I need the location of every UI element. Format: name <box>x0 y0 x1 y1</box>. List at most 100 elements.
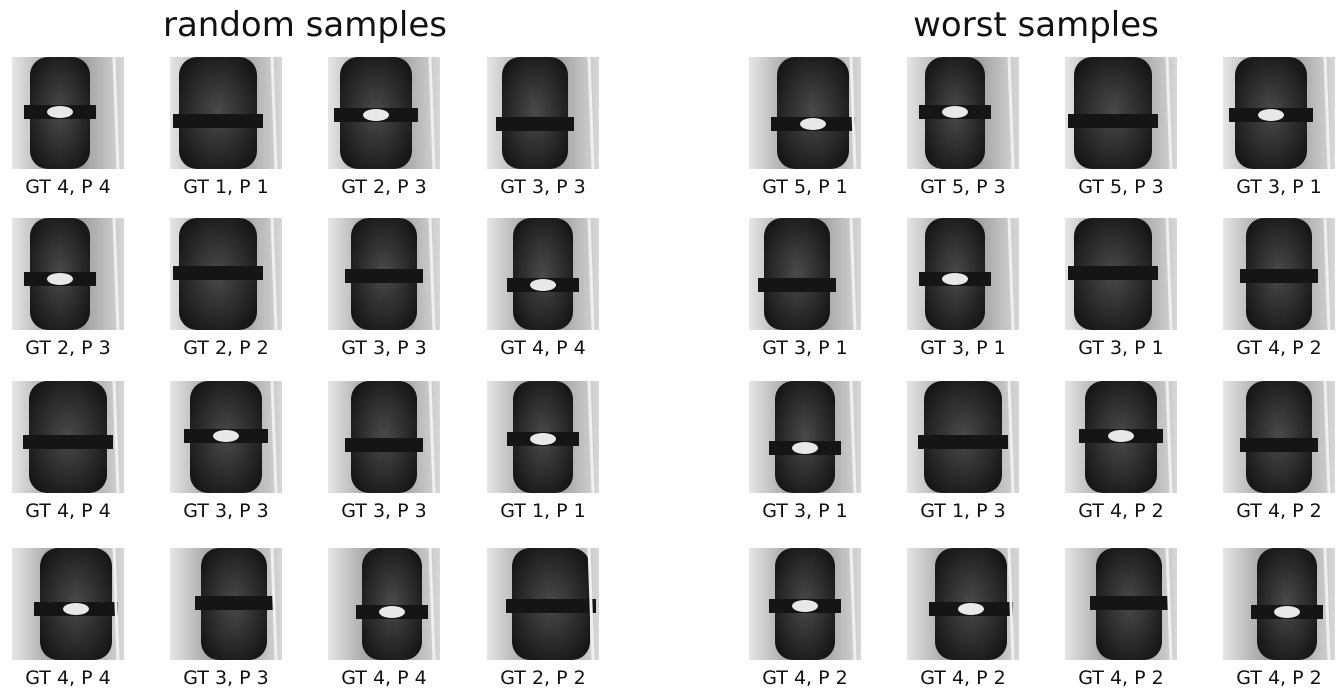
edge <box>112 217 120 331</box>
joint <box>1090 596 1168 610</box>
sample-image <box>907 217 1019 331</box>
joint <box>195 596 273 610</box>
caption: GT 4, P 2 <box>1236 500 1321 522</box>
edge <box>112 56 120 170</box>
edge <box>849 547 857 661</box>
sample-image <box>487 56 599 170</box>
lesion <box>379 606 405 618</box>
caption: GT 4, P 4 <box>25 500 110 522</box>
sample-image <box>170 56 282 170</box>
caption: GT 3, P 1 <box>1078 337 1163 359</box>
caption: GT 3, P 3 <box>183 667 268 689</box>
sample-image <box>1065 547 1177 661</box>
edge <box>1323 547 1331 661</box>
caption: GT 4, P 2 <box>1078 667 1163 689</box>
sample-image <box>487 380 599 494</box>
sample-image <box>328 56 440 170</box>
sample-image <box>328 380 440 494</box>
caption: GT 5, P 3 <box>920 176 1005 198</box>
lesion <box>942 106 968 118</box>
edge <box>428 547 436 661</box>
panel-title: random samples <box>163 5 447 45</box>
caption: GT 1, P 1 <box>183 176 268 198</box>
edge <box>1323 56 1331 170</box>
caption: GT 4, P 4 <box>341 667 426 689</box>
sample-image <box>907 547 1019 661</box>
caption: GT 3, P 3 <box>341 500 426 522</box>
lesion <box>942 273 968 285</box>
sample-image <box>1065 380 1177 494</box>
edge <box>849 56 857 170</box>
lesion <box>530 279 556 291</box>
edge <box>270 56 278 170</box>
joint <box>1240 269 1318 283</box>
sample-image <box>1223 217 1335 331</box>
bone <box>1257 548 1317 660</box>
sample-image <box>1065 56 1177 170</box>
sample-image <box>170 380 282 494</box>
joint <box>173 266 263 280</box>
bone <box>1074 57 1152 169</box>
joint <box>23 435 113 449</box>
joint <box>345 438 423 452</box>
caption: GT 3, P 3 <box>500 176 585 198</box>
bone <box>179 57 257 169</box>
lesion <box>1108 430 1134 442</box>
sample-image <box>749 547 861 661</box>
edge <box>1007 217 1015 331</box>
lesion <box>213 430 239 442</box>
caption: GT 3, P 3 <box>183 500 268 522</box>
edge <box>112 380 120 494</box>
bone <box>513 218 573 330</box>
caption: GT 4, P 2 <box>1078 500 1163 522</box>
lesion <box>63 603 89 615</box>
bone <box>764 218 830 330</box>
sample-image <box>749 380 861 494</box>
panel: random samples GT 4, P 4 GT 1, P 1 GT 2, P … <box>12 5 599 689</box>
edge <box>1323 217 1331 331</box>
lesion <box>958 603 984 615</box>
edge <box>270 217 278 331</box>
edge <box>849 380 857 494</box>
caption: GT 4, P 4 <box>25 176 110 198</box>
lesion <box>800 118 826 130</box>
caption: GT 4, P 2 <box>920 667 1005 689</box>
edge <box>1007 380 1015 494</box>
caption: GT 2, P 3 <box>25 337 110 359</box>
sample-image <box>1065 217 1177 331</box>
lesion <box>363 109 389 121</box>
joint <box>506 599 596 613</box>
caption: GT 3, P 1 <box>920 337 1005 359</box>
edge <box>270 547 278 661</box>
edge <box>270 380 278 494</box>
sample-image <box>487 217 599 331</box>
lesion <box>792 600 818 612</box>
caption: GT 3, P 1 <box>1236 176 1321 198</box>
bone <box>775 381 835 493</box>
edge <box>1165 547 1173 661</box>
caption: GT 5, P 3 <box>1078 176 1163 198</box>
edge <box>587 56 595 170</box>
lesion <box>530 433 556 445</box>
sample-image <box>1223 547 1335 661</box>
caption: GT 4, P 2 <box>1236 667 1321 689</box>
bone <box>777 57 849 169</box>
edge <box>1323 380 1331 494</box>
edge <box>1007 547 1015 661</box>
caption: GT 4, P 4 <box>500 337 585 359</box>
sample-image <box>487 547 599 661</box>
bone <box>351 381 417 493</box>
sample-image <box>1223 380 1335 494</box>
joint <box>1240 438 1318 452</box>
sample-image <box>170 547 282 661</box>
edge <box>587 547 595 661</box>
edge <box>428 217 436 331</box>
sample-image <box>12 547 124 661</box>
sample-image <box>12 217 124 331</box>
joint <box>496 117 574 131</box>
lesion <box>47 106 73 118</box>
joint <box>918 435 1008 449</box>
edge <box>1165 56 1173 170</box>
joint <box>1068 266 1158 280</box>
edge <box>112 547 120 661</box>
